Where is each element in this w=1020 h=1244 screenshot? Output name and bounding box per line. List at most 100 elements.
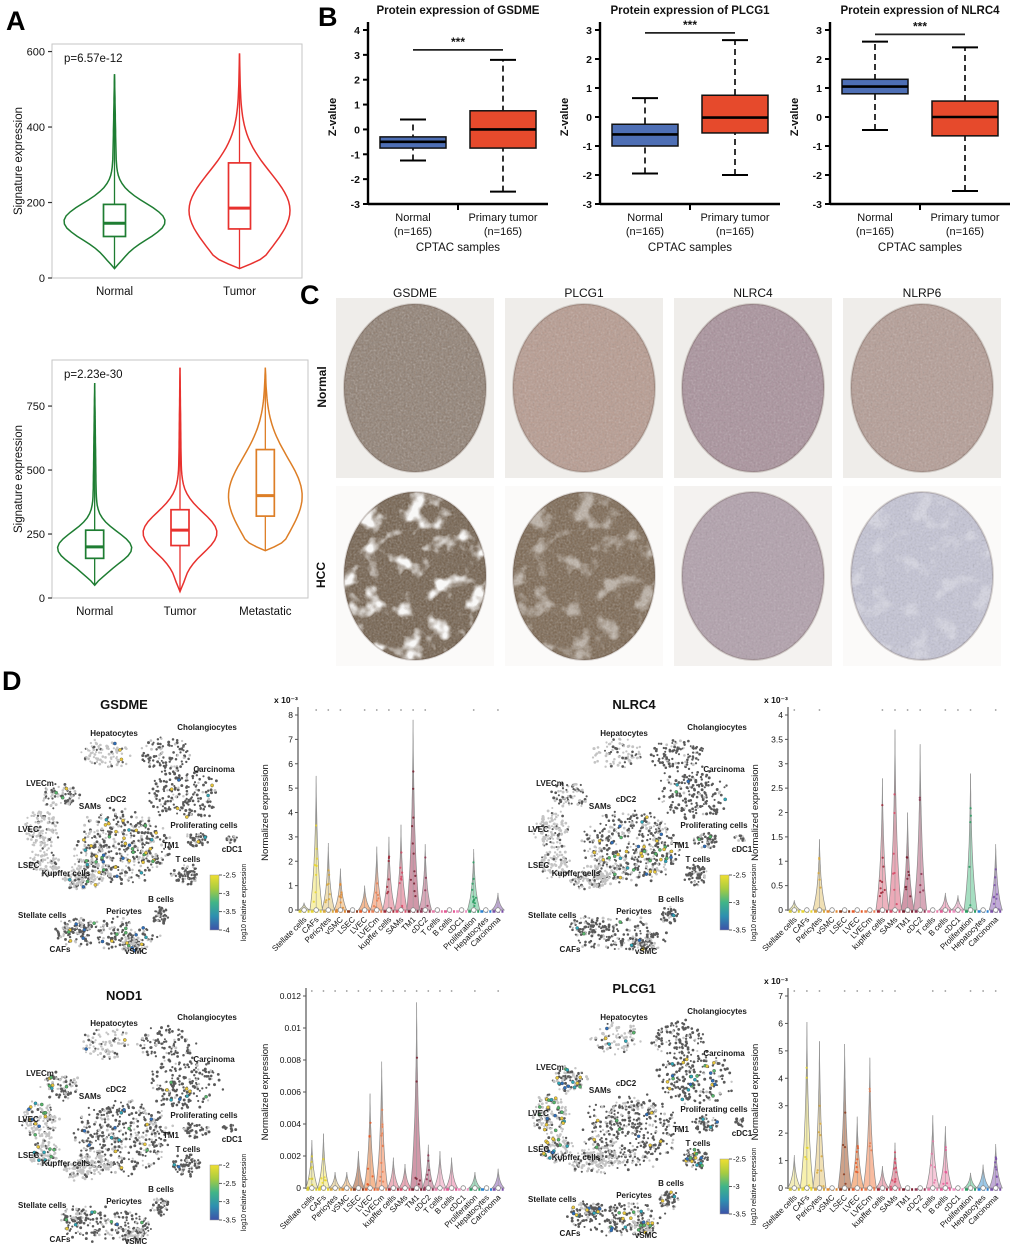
y-axis-label: Signature expression [13,425,25,533]
y-tick-label: 250 [27,529,45,541]
y-tick-label: 3 [816,25,822,37]
colorbar-label: log10 relative expression [751,1148,758,1226]
y-tick-label: 7 [778,991,783,1001]
violin-chart-nod1-celltypes: 0 0.002 0.004 0.006 0.008 0.01 0.012 Normalized… [260,988,505,1231]
x-axis-label: CPTAC samples [416,242,500,254]
colorbar-tick: -2.5 [223,1179,236,1188]
y-tick-label: 3 [586,25,592,37]
y-tick-label: 7 [288,734,293,744]
median-dot [361,907,368,913]
box-chart-gsdme: Protein expression of GSDME -3 -2 -1 0 1 2 3 4 Z-… [327,5,548,254]
colorbar [719,1158,730,1215]
colorbar [209,874,220,931]
median-dot [355,1185,362,1191]
median-dot [325,907,331,913]
median-dot [917,907,923,913]
y-tick-label: 4 [778,710,783,720]
svg-text:LVEC: LVEC [18,825,39,834]
y-tick-label: 4 [778,1073,783,1083]
svg-text:cDC2: cDC2 [106,795,127,804]
median-dot [337,907,344,913]
y-tick-label: 5 [288,783,293,793]
panel-label-d: D [2,666,22,696]
y-tick-label: 0 [778,905,783,915]
y-tick-label: 750 [27,401,45,413]
y-tick-label: 4 [354,25,360,37]
svg-text:Stellate cells: Stellate cells [18,911,67,920]
violin-chart-nlrc4-celltypes: 0 0.5 1 1.5 2 2.5 3 3.5 4 x 10⁻³ Normalized expres… [750,695,1003,953]
tissue-core [851,304,993,472]
y-tick-label: 400 [27,122,45,134]
svg-text:SAMs: SAMs [589,802,612,811]
median-dot [313,907,319,913]
tsne-cluster-labels: HepatocytesCholangiocytesCarcinomaLVECmL… [528,1007,753,1240]
median-dot [993,907,999,913]
x-category-sub: (n=165) [394,226,432,238]
y-tick-label: 0 [39,593,45,605]
svg-text:Stellate cells: Stellate cells [528,911,577,920]
median-dot [967,1185,974,1191]
median-dot [320,1185,327,1191]
violin-outline [56,382,133,587]
y-tick-label: 2 [354,75,360,87]
ihc-col-nlrp6: NLRP6 [902,286,942,300]
x-category-sub: (n=165) [716,226,754,238]
svg-text:T cells: T cells [686,855,711,864]
violin-outline [188,53,291,270]
x-category-label: Stellate cells [278,1193,316,1231]
svg-text:LVECm: LVECm [536,779,564,788]
y-tick-label: -2 [351,174,360,186]
plot-frame [51,43,303,279]
y-tick-label: 0 [816,112,822,124]
box [701,94,769,134]
svg-text:CAFs: CAFs [50,945,71,954]
median-dot [993,1185,999,1191]
significance-stars: *** [913,19,927,33]
y-tick-label: -3 [351,199,360,211]
y-tick-label: 2 [586,54,592,66]
svg-text:CAFs: CAFs [560,945,581,954]
x-category-label: Normal [76,606,113,618]
tsne-cluster-labels: HepatocytesCholangiocytesCarcinomaLVECmL… [528,723,753,956]
y-tick-label: 6 [778,1018,783,1028]
ihc-normal-nlrp6 [843,298,1001,478]
scale-label: x 10⁻³ [764,976,788,986]
median-dot [379,1185,385,1191]
y-tick-label: 2 [778,1128,783,1138]
svg-text:B cells: B cells [658,895,684,904]
x-category-label: Primary tumor [700,212,769,224]
colorbar-tick: -2.5 [733,1155,746,1164]
svg-text:SAMs: SAMs [79,802,102,811]
median-dot [425,1185,431,1191]
colorbar-tick: -3 [733,1182,740,1191]
panel-label-b: B [318,2,338,32]
box [84,529,105,560]
y-axis-label: Normalized expression [260,1044,271,1141]
chart-title: Protein expression of GSDME [377,5,540,17]
y-tick-label: 3 [778,1101,783,1111]
svg-text:Kupffer cells: Kupffer cells [42,869,91,878]
svg-text:cDC2: cDC2 [616,795,637,804]
svg-text:LVECm: LVECm [26,779,54,788]
svg-text:B cells: B cells [148,895,174,904]
median-dot [437,1185,443,1191]
y-tick-label: 0.012 [280,991,302,1001]
box [931,100,999,137]
ihc-normal-gsdme [336,298,494,478]
colorbar-label: log10 relative expression [751,864,758,942]
y-axis-label: Z-value [559,98,571,137]
tissue-core [513,492,655,660]
median-dot [390,1185,397,1191]
y-tick-label: 4 [288,808,293,818]
tsne-map-plcg1: HepatocytesCholangiocytesCarcinomaLVECmL… [528,1007,758,1240]
x-category-label: Tumor [164,606,197,618]
tissue-core [682,492,824,660]
y-tick-label: 0 [354,124,360,136]
svg-text:Hepatocytes: Hepatocytes [600,729,648,738]
violin-chart-plcg1-celltypes: 0 1 2 3 4 5 6 7 x 10⁻³ Normalized expression Stell… [750,976,1003,1231]
y-tick-label: 3 [778,759,783,769]
colorbar-label: log10 relative expression [241,1154,248,1232]
svg-text:cDC1: cDC1 [222,845,243,854]
median-dot [349,907,356,913]
median-dot [829,907,835,913]
